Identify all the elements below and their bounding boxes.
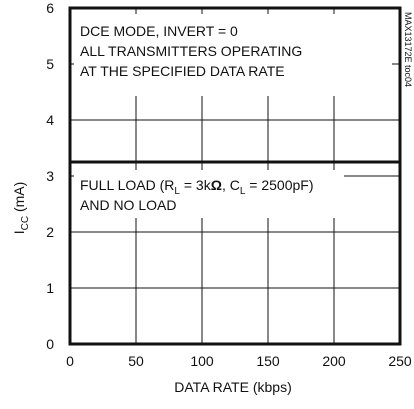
frame-layer bbox=[68, 6, 402, 346]
x-axis-label: DATA RATE (kbps) bbox=[174, 379, 291, 395]
x-tick-label: 0 bbox=[66, 353, 74, 369]
annotation-load-line-1: FULL LOAD (RL = 3kΩ, CL = 2500pF) bbox=[80, 177, 314, 197]
y-axis-label-unit: (mA) bbox=[11, 182, 27, 216]
y-tick-label: 3 bbox=[46, 168, 54, 184]
load-mid2: , C bbox=[222, 177, 240, 193]
y-tick-label: 1 bbox=[46, 280, 54, 296]
y-tick-label: 4 bbox=[46, 112, 54, 128]
y-axis-label-sub: CC bbox=[20, 216, 31, 230]
annotation-load-line-2: AND NO LOAD bbox=[80, 197, 176, 213]
y-axis-label-main: I bbox=[11, 230, 27, 234]
y-tick-label: 5 bbox=[46, 56, 54, 72]
x-tick-label: 100 bbox=[190, 353, 214, 369]
load-prefix: FULL LOAD (R bbox=[80, 177, 174, 193]
load-rl-subscript: L bbox=[174, 186, 180, 197]
plot-frame bbox=[68, 6, 402, 346]
y-tick-label: 2 bbox=[46, 224, 54, 240]
annotation-line-1: DCE MODE, INVERT = 0 bbox=[80, 23, 238, 39]
annotation-load-background bbox=[74, 170, 344, 218]
load-suffix: = 2500pF) bbox=[245, 177, 313, 193]
annotation-layer: DCE MODE, INVERT = 0 ALL TRANSMITTERS OP… bbox=[74, 12, 413, 218]
y-tick-label: 6 bbox=[46, 0, 54, 16]
axis-label-layer: DATA RATE (kbps) ICC (mA) bbox=[11, 182, 292, 395]
load-cl-subscript: L bbox=[240, 186, 246, 197]
x-tick-label: 50 bbox=[128, 353, 144, 369]
x-tick-label: 200 bbox=[322, 353, 346, 369]
load-omega: Ω bbox=[211, 177, 222, 193]
figure-id-label: MAX13172E toc04 bbox=[403, 12, 413, 87]
annotation-line-3: AT THE SPECIFIED DATA RATE bbox=[80, 63, 285, 79]
annotation-line-2: ALL TRANSMITTERS OPERATING bbox=[80, 43, 302, 59]
tick-layer: 0 50 100 150 200 250 0 1 2 3 4 5 6 bbox=[46, 0, 412, 369]
annotation-top-background bbox=[74, 14, 392, 96]
load-mid: = 3k bbox=[180, 177, 212, 193]
x-tick-label: 150 bbox=[256, 353, 280, 369]
y-tick-label: 0 bbox=[46, 336, 54, 352]
y-axis-label: ICC (mA) bbox=[11, 182, 31, 235]
x-tick-label: 250 bbox=[388, 353, 412, 369]
